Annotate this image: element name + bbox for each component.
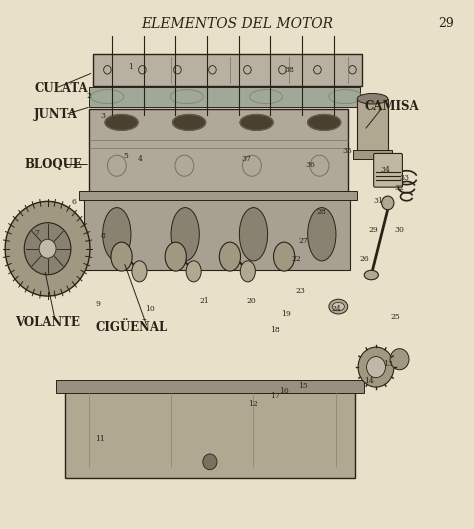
Ellipse shape [240,261,255,282]
Text: 10: 10 [145,305,155,313]
FancyBboxPatch shape [79,191,357,200]
Ellipse shape [165,242,186,271]
Text: 23: 23 [296,287,306,295]
FancyBboxPatch shape [374,153,402,187]
FancyBboxPatch shape [65,386,355,478]
Ellipse shape [357,94,388,104]
Circle shape [39,239,56,258]
Text: 11: 11 [95,435,105,443]
Ellipse shape [332,303,345,311]
Circle shape [5,202,90,296]
Ellipse shape [132,261,147,282]
FancyBboxPatch shape [93,54,362,86]
Text: 22: 22 [291,255,301,263]
Ellipse shape [308,114,341,130]
Text: BLOQUE: BLOQUE [25,158,83,171]
Text: 17: 17 [270,392,280,400]
Text: 24: 24 [331,305,341,313]
Text: ELEMENTOS DEL MOTOR: ELEMENTOS DEL MOTOR [141,17,333,31]
FancyBboxPatch shape [89,87,359,107]
Text: 12: 12 [249,400,258,408]
Text: 14: 14 [364,377,374,385]
Ellipse shape [105,114,138,130]
Text: 33: 33 [399,174,409,181]
Ellipse shape [103,207,131,261]
Ellipse shape [219,242,240,271]
Text: 26: 26 [359,255,369,263]
Text: 2: 2 [86,92,91,100]
Circle shape [203,454,217,470]
Text: 15: 15 [298,381,308,389]
Ellipse shape [171,207,199,261]
FancyBboxPatch shape [55,380,364,394]
Text: 29: 29 [438,17,454,30]
Text: 3: 3 [100,112,105,120]
Text: 19: 19 [282,311,292,318]
Text: 32: 32 [395,184,404,192]
Ellipse shape [308,207,336,261]
Ellipse shape [329,299,348,314]
Text: 21: 21 [199,297,209,305]
Text: 1: 1 [128,63,133,71]
Circle shape [390,349,409,370]
FancyBboxPatch shape [84,199,350,270]
Text: 30: 30 [395,226,404,234]
Text: 29: 29 [369,226,379,234]
Circle shape [358,347,394,387]
Text: 16: 16 [279,387,289,395]
Text: 8: 8 [100,232,105,240]
Text: VOLANTE: VOLANTE [16,316,81,329]
Text: 35: 35 [343,148,353,156]
Ellipse shape [186,261,201,282]
Ellipse shape [240,114,273,130]
Text: 9: 9 [96,300,100,308]
Text: 25: 25 [390,313,400,321]
Text: 7: 7 [34,229,39,237]
Text: 5: 5 [124,152,129,160]
FancyBboxPatch shape [357,99,388,154]
Circle shape [382,196,394,210]
Ellipse shape [273,242,295,271]
Text: 34: 34 [381,166,391,174]
Text: 28: 28 [317,208,327,216]
Text: CAMISA: CAMISA [364,100,419,113]
Ellipse shape [364,270,378,280]
Text: 36: 36 [305,160,315,169]
FancyBboxPatch shape [354,150,392,159]
Text: 37: 37 [241,155,251,163]
Text: 13: 13 [383,360,393,369]
Text: JUNTA: JUNTA [35,108,78,121]
Text: 18: 18 [270,326,280,334]
Ellipse shape [239,207,268,261]
Text: 4: 4 [138,155,143,163]
Text: CULATA: CULATA [35,81,88,95]
Circle shape [24,223,71,275]
Ellipse shape [173,114,206,130]
Text: CIGÜEÑAL: CIGÜEÑAL [96,321,168,334]
Text: 6: 6 [72,198,77,206]
Circle shape [366,357,385,378]
Ellipse shape [111,242,132,271]
Text: 31: 31 [374,197,383,205]
Text: 27: 27 [298,237,308,245]
Text: 20: 20 [246,297,256,305]
Text: 38: 38 [284,66,294,74]
FancyBboxPatch shape [89,110,348,196]
